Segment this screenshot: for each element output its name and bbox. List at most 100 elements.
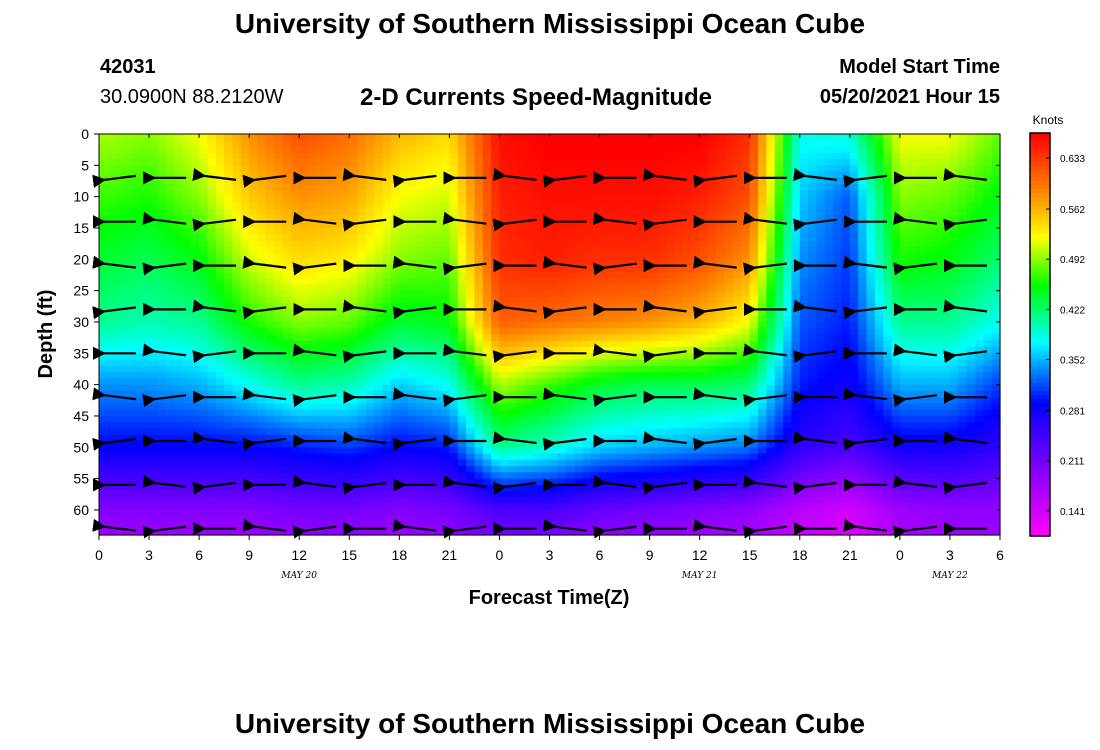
heatmap-cell <box>691 397 701 405</box>
heatmap-cell <box>866 321 876 329</box>
heatmap-cell <box>407 409 417 417</box>
heatmap-cell <box>299 152 309 160</box>
heatmap-cell <box>741 246 751 254</box>
heatmap-cell <box>215 271 225 279</box>
heatmap-cell <box>140 378 150 386</box>
heatmap-cell <box>699 165 709 173</box>
heatmap-cell <box>441 265 450 273</box>
heatmap-cell <box>299 384 309 392</box>
heatmap-cell <box>107 409 117 417</box>
heatmap-cell <box>249 390 259 398</box>
heatmap-cell <box>357 227 367 235</box>
heatmap-cell <box>557 315 567 323</box>
heatmap-cell <box>532 159 542 166</box>
heatmap-cell <box>457 240 467 248</box>
heatmap-cell <box>115 140 125 148</box>
heatmap-cell <box>991 202 1001 210</box>
heatmap-cell <box>649 215 659 223</box>
heatmap-cell <box>974 246 984 254</box>
heatmap-cell <box>257 246 267 254</box>
heatmap-cell <box>549 184 559 191</box>
heatmap-cell <box>215 347 225 354</box>
heatmap-cell <box>199 328 209 336</box>
heatmap-cell <box>124 215 133 223</box>
heatmap-cell <box>682 140 692 148</box>
heatmap-cell <box>524 409 534 417</box>
heatmap-cell <box>215 372 225 379</box>
heatmap-cell <box>983 278 993 285</box>
heatmap-cell <box>749 271 759 279</box>
heatmap-cell <box>783 278 793 285</box>
heatmap-cell <box>749 196 759 204</box>
heatmap-cell <box>724 209 734 217</box>
heatmap-cell <box>399 328 409 336</box>
heatmap-cell <box>591 152 601 160</box>
heatmap-cell <box>441 328 450 336</box>
heatmap-cell <box>265 134 275 141</box>
heatmap-cell <box>374 221 384 229</box>
heatmap-cell <box>808 265 818 273</box>
heatmap-cell <box>874 290 884 298</box>
heatmap-cell <box>883 165 893 173</box>
heatmap-cell <box>733 140 742 148</box>
heatmap-cell <box>908 265 918 273</box>
heatmap-cell <box>457 265 467 273</box>
heatmap-cell <box>324 159 334 166</box>
heatmap-cell <box>507 296 517 304</box>
heatmap-cell <box>849 171 859 179</box>
heatmap-cell <box>441 397 450 405</box>
heatmap-cell <box>941 165 951 173</box>
heatmap-cell <box>708 227 717 235</box>
heatmap-cell <box>833 321 843 329</box>
heatmap-cell <box>908 146 918 154</box>
heatmap-cell <box>165 340 175 348</box>
heatmap-cell <box>657 140 667 148</box>
heatmap-cell <box>691 415 701 423</box>
heatmap-cell <box>958 390 968 398</box>
heatmap-cell <box>916 146 926 154</box>
heatmap-cell <box>574 334 584 342</box>
heatmap-cell <box>666 152 676 160</box>
heatmap-cell <box>349 146 359 154</box>
heatmap-cell <box>883 246 893 254</box>
heatmap-cell <box>808 372 818 379</box>
heatmap-cell <box>149 321 158 329</box>
heatmap-cell <box>774 390 784 398</box>
heatmap-cell <box>549 359 559 367</box>
heatmap-cell <box>916 152 926 160</box>
heatmap-cell <box>632 253 642 260</box>
heatmap-cell <box>708 303 717 311</box>
heatmap-cell <box>466 284 476 292</box>
heatmap-cell <box>307 321 317 329</box>
heatmap-cell <box>574 353 584 361</box>
heatmap-cell <box>399 340 409 348</box>
heatmap-cell <box>174 152 184 160</box>
heatmap-cell <box>599 134 609 141</box>
heatmap-cell <box>315 271 325 279</box>
heatmap-cell <box>265 347 275 354</box>
heatmap-cell <box>491 140 501 148</box>
heatmap-cell <box>390 290 400 298</box>
heatmap-cell <box>549 415 559 423</box>
heatmap-cell <box>332 409 342 417</box>
heatmap-cell <box>557 390 567 398</box>
heatmap-cell <box>666 202 676 210</box>
heatmap-cell <box>783 171 793 179</box>
heatmap-cell <box>132 202 142 210</box>
heatmap-cell <box>482 190 492 198</box>
heatmap-cell <box>766 177 776 185</box>
heatmap-cell <box>507 278 517 285</box>
heatmap-cell <box>616 315 626 323</box>
heatmap-cell <box>374 321 384 329</box>
heatmap-cell <box>833 140 843 148</box>
heatmap-cell <box>507 315 517 323</box>
heatmap-cell <box>574 202 584 210</box>
heatmap-cell <box>507 152 517 160</box>
heatmap-cell <box>474 359 484 367</box>
heatmap-cell <box>599 378 609 386</box>
heatmap-cell <box>799 271 809 279</box>
heatmap-cell <box>424 202 434 210</box>
heatmap-cell <box>649 284 659 292</box>
heatmap-cell <box>991 359 1001 367</box>
heatmap-cell <box>315 365 325 373</box>
